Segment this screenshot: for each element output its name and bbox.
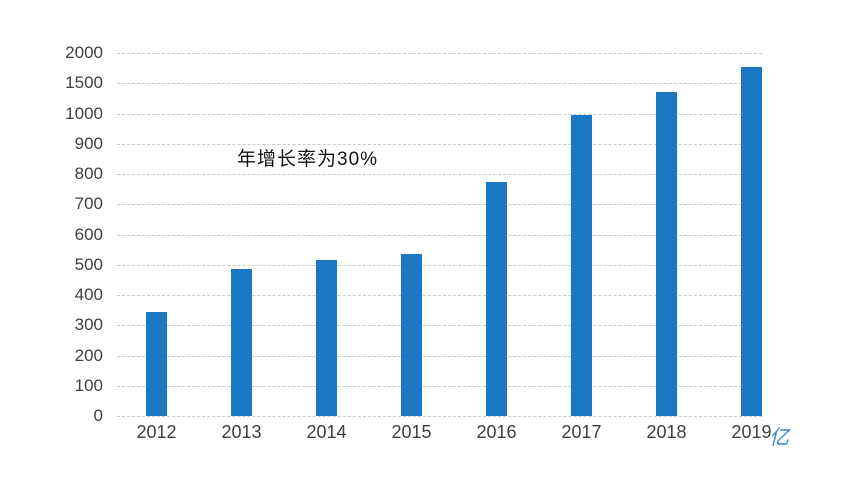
- y-tick-label: 200: [74, 345, 103, 365]
- x-tick-label: 2017: [561, 422, 602, 442]
- gridline: [117, 325, 762, 327]
- y-tick-label: 2000: [65, 43, 103, 62]
- x-tick-label: 2016: [476, 422, 517, 442]
- bar-2012: [146, 311, 167, 416]
- gridline: [117, 204, 762, 206]
- bar-2016: [486, 181, 507, 416]
- x-tick-label: 2013: [221, 422, 262, 442]
- gridline: [117, 53, 762, 54]
- bar-2015: [401, 254, 422, 416]
- gridline: [117, 416, 762, 417]
- bar-2013: [231, 269, 252, 416]
- bar-2019: [741, 67, 762, 416]
- y-tick-label: 600: [74, 224, 103, 244]
- y-tick-label: 700: [74, 194, 103, 214]
- y-tick-label: 800: [74, 164, 103, 183]
- gridline: [117, 355, 762, 357]
- y-tick-label: 500: [74, 254, 103, 274]
- x-tick-label: 2014: [306, 422, 347, 442]
- y-tick-label: 400: [74, 285, 103, 304]
- bar-2017: [571, 115, 592, 416]
- y-tick-label: 1500: [65, 73, 103, 93]
- bar-2014: [316, 260, 337, 416]
- gridline: [117, 143, 762, 145]
- x-tick-label: 2019: [731, 422, 772, 442]
- gridline: [117, 264, 762, 266]
- annotation-growth-rate: 年增长率为30%: [237, 149, 379, 170]
- x-tick-label: 2018: [646, 422, 687, 442]
- unit-label: 亿: [769, 427, 789, 449]
- y-tick-label: 300: [74, 315, 103, 335]
- gridline: [117, 295, 762, 296]
- y-tick-label: 900: [74, 133, 103, 153]
- x-tick-label: 2015: [391, 422, 432, 442]
- gridline: [117, 234, 762, 236]
- x-tick-label: 2012: [136, 422, 177, 442]
- gridline: [117, 83, 762, 85]
- gridline: [117, 385, 762, 387]
- y-tick-label: 1000: [65, 103, 103, 123]
- bar-2018: [656, 92, 677, 416]
- y-tick-label: 0: [93, 406, 103, 425]
- gridline: [117, 113, 762, 115]
- y-tick-label: 100: [74, 375, 103, 395]
- plot-area: [117, 53, 762, 417]
- gridline: [117, 174, 762, 175]
